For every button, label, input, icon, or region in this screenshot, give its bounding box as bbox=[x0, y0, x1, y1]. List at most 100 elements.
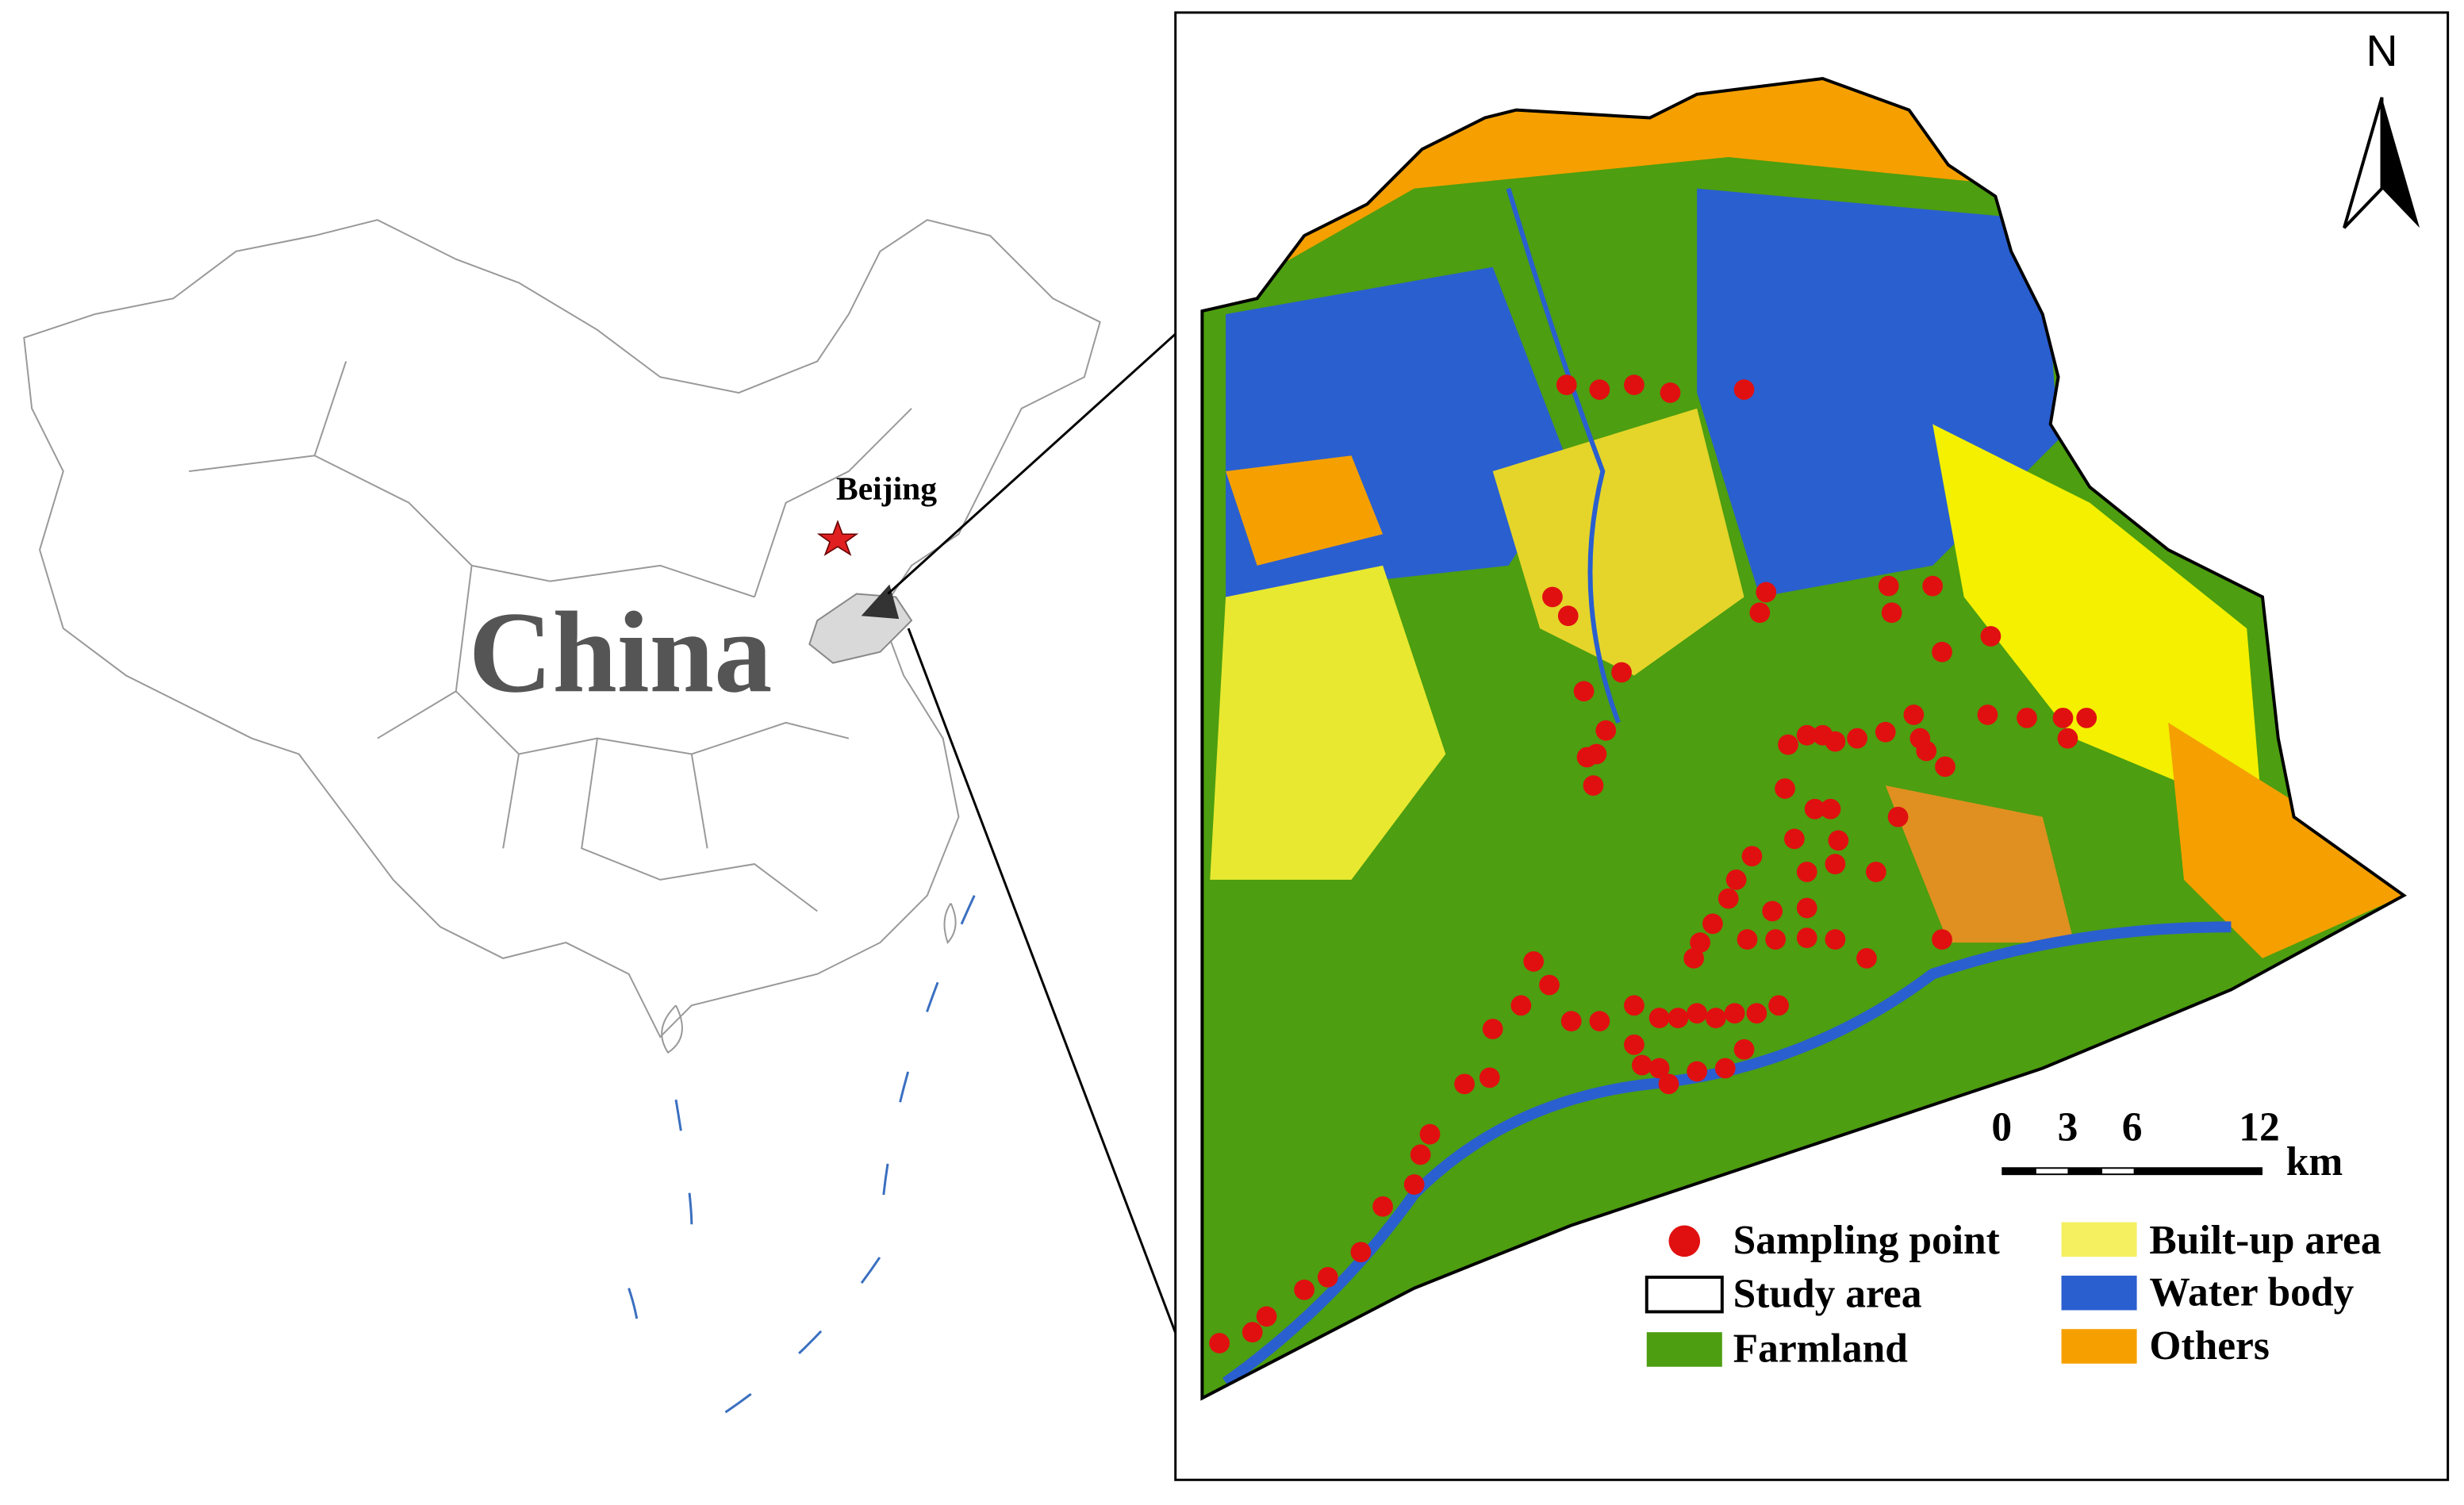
sampling-point bbox=[1687, 1003, 1708, 1024]
legend-label: Sampling point bbox=[1733, 1218, 2000, 1263]
sampling-point bbox=[1510, 995, 1532, 1016]
sampling-point bbox=[1881, 602, 1902, 624]
sampling-point bbox=[2052, 708, 2074, 728]
sampling-point bbox=[1796, 862, 1817, 882]
sampling-point bbox=[1668, 1008, 1689, 1029]
sampling-point bbox=[1542, 586, 1563, 608]
sampling-point bbox=[1573, 681, 1595, 702]
sampling-point bbox=[1560, 1011, 1582, 1031]
sampling-point bbox=[1624, 374, 1645, 396]
sampling-point bbox=[1294, 1279, 1315, 1300]
sampling-point bbox=[1922, 575, 1944, 597]
sampling-point bbox=[1856, 948, 1877, 969]
sampling-point bbox=[1209, 1333, 1230, 1353]
legend-swatch bbox=[2061, 1329, 2137, 1364]
sampling-point bbox=[1778, 734, 1798, 755]
legend-swatch bbox=[1646, 1332, 1722, 1367]
china-outline bbox=[23, 219, 1101, 1054]
sampling-point bbox=[1724, 1003, 1745, 1024]
sampling-point bbox=[1756, 582, 1777, 603]
sampling-point bbox=[1746, 1003, 1767, 1024]
sampling-point bbox=[1796, 724, 1817, 746]
sampling-point bbox=[1683, 948, 1705, 969]
legend-swatch bbox=[2061, 1275, 2137, 1311]
sampling-point bbox=[1847, 728, 1867, 749]
sampling-point bbox=[1611, 662, 1632, 683]
sampling-point bbox=[1749, 602, 1771, 624]
sampling-point bbox=[1977, 705, 1998, 725]
sampling-point bbox=[1796, 897, 1817, 919]
legend-label: Built-up area bbox=[2149, 1218, 2381, 1263]
sampling-point bbox=[1410, 1144, 1431, 1165]
country-label: China bbox=[469, 587, 773, 716]
sampling-point bbox=[1784, 828, 1805, 850]
city-label: Beijing bbox=[836, 470, 937, 507]
sampling-point bbox=[1825, 731, 1846, 752]
sampling-point bbox=[1523, 950, 1545, 972]
sampling-point bbox=[1589, 379, 1610, 400]
study-region bbox=[808, 593, 913, 664]
sampling-points bbox=[1209, 374, 2097, 1353]
legend-label: Farmland bbox=[1733, 1326, 1909, 1372]
sampling-point bbox=[1796, 927, 1817, 949]
scale-bar bbox=[2002, 1167, 2263, 1176]
legend-swatch bbox=[2061, 1222, 2137, 1257]
sampling-point bbox=[1935, 756, 1955, 777]
sampling-point bbox=[1768, 995, 1789, 1016]
sampling-point bbox=[1624, 995, 1645, 1016]
scale-label: 6 bbox=[2122, 1105, 2143, 1150]
sampling-point bbox=[1733, 1039, 1755, 1060]
sampling-point bbox=[1737, 929, 1758, 950]
sampling-point bbox=[1658, 1073, 1679, 1095]
legend-swatch bbox=[1668, 1225, 1701, 1257]
sampling-point bbox=[1690, 932, 1710, 953]
scale-label: 12 bbox=[2239, 1105, 2279, 1150]
sampling-point bbox=[1556, 374, 1577, 396]
sampling-point bbox=[1775, 778, 1795, 799]
sampling-point bbox=[1317, 1267, 1338, 1288]
sampling-point bbox=[1583, 775, 1604, 796]
study-boundary bbox=[1200, 76, 2407, 1401]
sampling-point bbox=[1648, 1008, 1670, 1029]
sampling-point bbox=[1980, 626, 2002, 647]
sampling-point bbox=[2076, 708, 2097, 728]
sampling-point bbox=[2057, 728, 2078, 749]
arrow bbox=[907, 628, 1201, 1398]
sampling-point bbox=[1718, 888, 1739, 909]
sampling-point bbox=[1595, 720, 1617, 741]
north-arrow bbox=[2381, 97, 2420, 228]
sampling-point bbox=[1741, 846, 1763, 867]
sampling-point bbox=[1887, 806, 1909, 827]
sampling-point bbox=[1557, 605, 1579, 627]
legend-swatch bbox=[1645, 1275, 1724, 1314]
sampling-point bbox=[1725, 870, 1747, 890]
legend-label: Study area bbox=[1733, 1271, 1922, 1316]
sampling-point bbox=[1903, 705, 1925, 725]
sampling-point bbox=[1932, 641, 1952, 662]
sampling-point bbox=[1648, 1058, 1670, 1079]
sampling-point bbox=[1932, 929, 1952, 950]
sampling-point bbox=[1765, 929, 1787, 950]
sampling-point bbox=[1687, 1061, 1708, 1082]
legend-label: Water body bbox=[2149, 1269, 2354, 1315]
legend-label: Others bbox=[2149, 1323, 2270, 1369]
sampling-point bbox=[1762, 900, 1783, 922]
sampling-point bbox=[1820, 798, 1841, 820]
sampling-point bbox=[1482, 1019, 1503, 1039]
sampling-point bbox=[1660, 382, 1681, 403]
sampling-point bbox=[1714, 1058, 1736, 1079]
sampling-point bbox=[1825, 929, 1846, 950]
arrow bbox=[887, 311, 1201, 595]
sampling-point bbox=[1589, 1011, 1610, 1031]
sampling-point bbox=[1256, 1306, 1277, 1327]
sampling-point bbox=[1350, 1242, 1372, 1263]
sampling-point bbox=[1372, 1196, 1393, 1217]
sampling-point bbox=[1706, 1008, 1726, 1029]
north-label: N bbox=[2366, 26, 2397, 75]
sampling-point bbox=[1242, 1322, 1263, 1343]
sampling-point bbox=[1539, 974, 1560, 996]
sampling-point bbox=[1576, 747, 1598, 768]
sampling-point bbox=[1419, 1123, 1441, 1145]
sampling-point bbox=[1624, 1034, 1645, 1055]
